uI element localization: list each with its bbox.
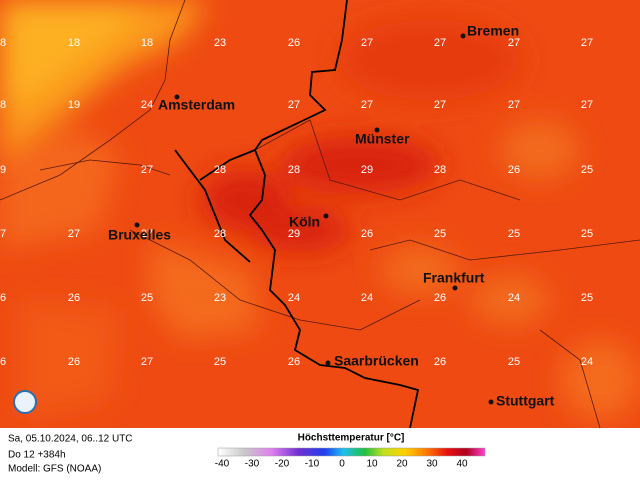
temperature-value: 25 <box>141 292 153 304</box>
temperature-value: 24 <box>361 292 373 304</box>
temperature-value: 9 <box>0 164 6 176</box>
temperature-value: 25 <box>508 356 520 368</box>
scale-label: -40 <box>215 459 230 470</box>
temperature-value: 23 <box>214 292 226 304</box>
city-label: Bremen <box>467 23 519 39</box>
scale-label: 30 <box>426 459 438 470</box>
temperature-value: 27 <box>68 228 80 240</box>
temperature-value: 26 <box>68 292 80 304</box>
temperature-value: 19 <box>68 99 80 111</box>
city-label: Frankfurt <box>423 270 485 286</box>
temperature-value: 27 <box>288 99 300 111</box>
temperature-value: 28 <box>288 164 300 176</box>
city-label: Stuttgart <box>496 393 555 409</box>
temperature-value: 6 <box>0 292 6 304</box>
temperature-value: 24 <box>508 292 520 304</box>
temperature-value: 28 <box>214 228 226 240</box>
temperature-value: 27 <box>434 99 446 111</box>
temperature-value: 27 <box>581 99 593 111</box>
temperature-value: 25 <box>214 356 226 368</box>
footer-date: Sa, 05.10.2024, 06..12 UTC <box>8 434 133 445</box>
city-dot <box>452 285 458 291</box>
scale-label: 0 <box>339 459 345 470</box>
temperature-value: 27 <box>141 228 153 240</box>
scale-label: -10 <box>305 459 320 470</box>
temperature-value: 6 <box>0 356 6 368</box>
scale-title: Höchsttemperatur [°C] <box>298 433 405 444</box>
temperature-value: 28 <box>214 164 226 176</box>
city-dot <box>134 222 140 228</box>
city-dot <box>374 127 380 133</box>
temperature-value: 8 <box>0 37 6 49</box>
temperature-value: 18 <box>141 37 153 49</box>
city-dot <box>174 94 180 100</box>
temperature-value: 18 <box>68 37 80 49</box>
footer-model: Modell: GFS (NOAA) <box>8 464 101 475</box>
footer-run: Do 12 +384h <box>8 450 66 461</box>
temperature-value: 27 <box>141 356 153 368</box>
temperature-value: 26 <box>68 356 80 368</box>
city-label: Saarbrücken <box>334 353 419 369</box>
city-dot <box>460 33 466 39</box>
city-dot <box>323 213 329 219</box>
temperature-value: 24 <box>288 292 300 304</box>
city-dot <box>488 399 494 405</box>
coastlines <box>0 0 640 429</box>
scale-label: 20 <box>396 459 408 470</box>
temperature-value: 26 <box>361 228 373 240</box>
temperature-value: 23 <box>214 37 226 49</box>
temperature-value: 26 <box>508 164 520 176</box>
scale-label: 40 <box>456 459 468 470</box>
city-label: Köln <box>289 214 320 230</box>
temperature-value: 27 <box>141 164 153 176</box>
temperature-value: 8 <box>0 99 6 111</box>
temperature-value: 27 <box>361 99 373 111</box>
temperature-value: 25 <box>581 292 593 304</box>
temperature-value: 24 <box>581 356 593 368</box>
temperature-value: 26 <box>434 356 446 368</box>
temperature-value: 26 <box>288 37 300 49</box>
scale-label: -30 <box>245 459 260 470</box>
city-label: Amsterdam <box>158 97 235 113</box>
temperature-value: 27 <box>581 37 593 49</box>
temperature-value: 27 <box>434 37 446 49</box>
temperature-value: 25 <box>581 164 593 176</box>
temperature-value: 27 <box>361 37 373 49</box>
temperature-value: 29 <box>361 164 373 176</box>
temperature-value: 26 <box>434 292 446 304</box>
temperature-value: 24 <box>141 99 153 111</box>
temperature-value: 27 <box>508 99 520 111</box>
city-label: Münster <box>355 131 410 147</box>
temperature-value: 27 <box>508 37 520 49</box>
temperature-value: 7 <box>0 228 6 240</box>
scale-label: -20 <box>275 459 290 470</box>
borders <box>174 0 420 429</box>
scale-label: 10 <box>366 459 378 470</box>
temperature-value: 29 <box>288 228 300 240</box>
temperature-value: 25 <box>508 228 520 240</box>
city-dot <box>325 360 331 366</box>
temperature-value: 28 <box>434 164 446 176</box>
city-label: Bruxelles <box>108 227 171 243</box>
logo <box>13 390 37 414</box>
temperature-value: 25 <box>434 228 446 240</box>
color-scale <box>217 447 486 457</box>
temperature-value: 25 <box>581 228 593 240</box>
temperature-value: 26 <box>288 356 300 368</box>
